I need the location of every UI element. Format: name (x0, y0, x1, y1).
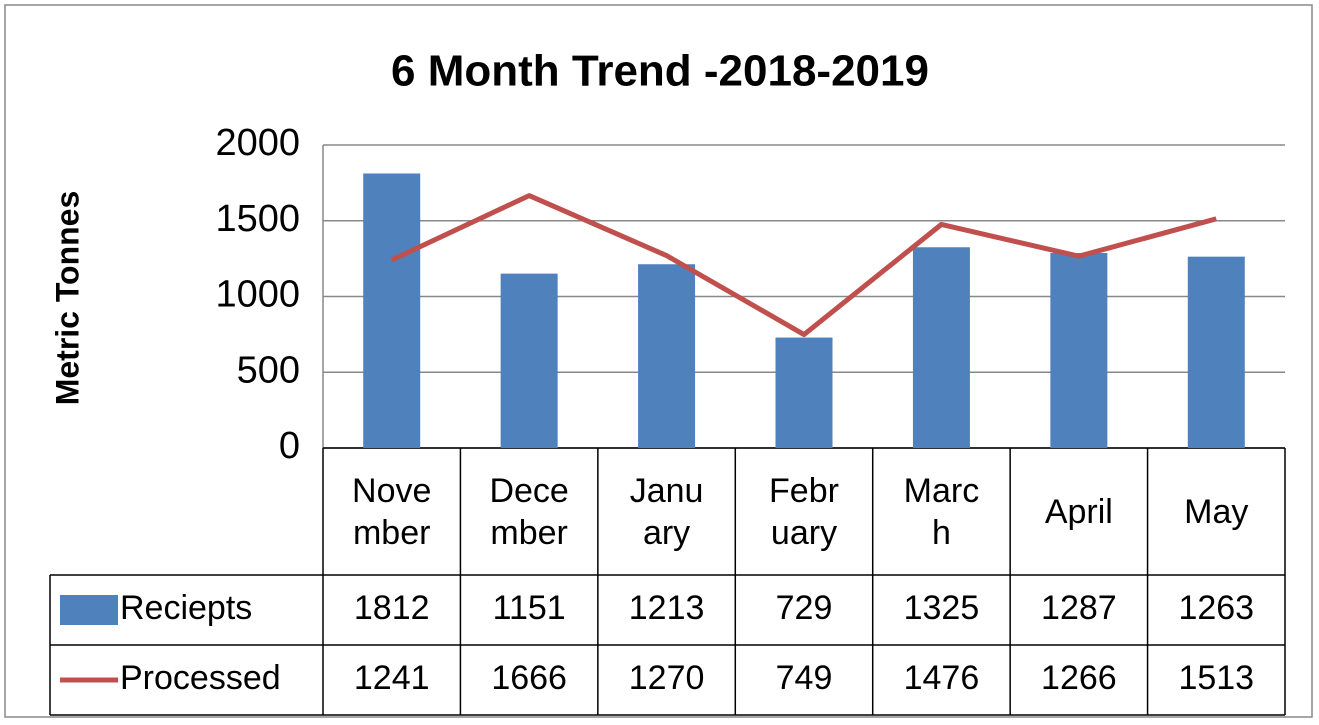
table-value: 1325 (904, 589, 980, 627)
table-value: 1287 (1041, 589, 1117, 627)
table-value: 1476 (904, 659, 980, 697)
x-tick-label: May (1184, 492, 1249, 531)
y-tick-label: 500 (237, 349, 300, 391)
x-tick-label: February (769, 471, 839, 552)
bar (1187, 256, 1245, 448)
table-value: 1270 (629, 659, 705, 697)
bar (912, 247, 970, 448)
bar (1050, 253, 1108, 448)
table-value: 1213 (629, 589, 705, 627)
legend-label: Processed (120, 659, 281, 697)
legend-swatch (60, 595, 118, 625)
x-tick-label: January (629, 471, 704, 552)
chart-title: 6 Month Trend -2018-2019 (391, 47, 929, 96)
table-value: 1151 (493, 589, 566, 627)
table-value: 1513 (1178, 659, 1254, 697)
table-value: 1263 (1178, 589, 1254, 627)
table-value: 1266 (1041, 659, 1117, 697)
y-axis-label: Metric Tonnes (49, 191, 85, 406)
legend-label: Reciepts (120, 589, 252, 627)
table-value: 749 (776, 659, 833, 697)
y-tick-label: 2000 (215, 122, 300, 164)
y-tick-label: 1500 (215, 198, 300, 240)
x-tick-label: March (903, 471, 980, 552)
y-tick-label: 0 (279, 425, 300, 467)
table-value: 1241 (354, 659, 430, 697)
x-tick-label: December (489, 471, 569, 552)
line (390, 193, 1217, 338)
x-tick-label: April (1044, 492, 1113, 531)
y-tick-label: 1000 (215, 274, 300, 316)
bar (500, 273, 558, 448)
table-value: 1666 (491, 659, 567, 697)
bar (363, 173, 421, 448)
table-value: 729 (776, 589, 833, 627)
bar (638, 264, 696, 448)
x-tick-label: November (352, 471, 432, 552)
bar (775, 337, 833, 448)
table-value: 1812 (354, 589, 430, 627)
